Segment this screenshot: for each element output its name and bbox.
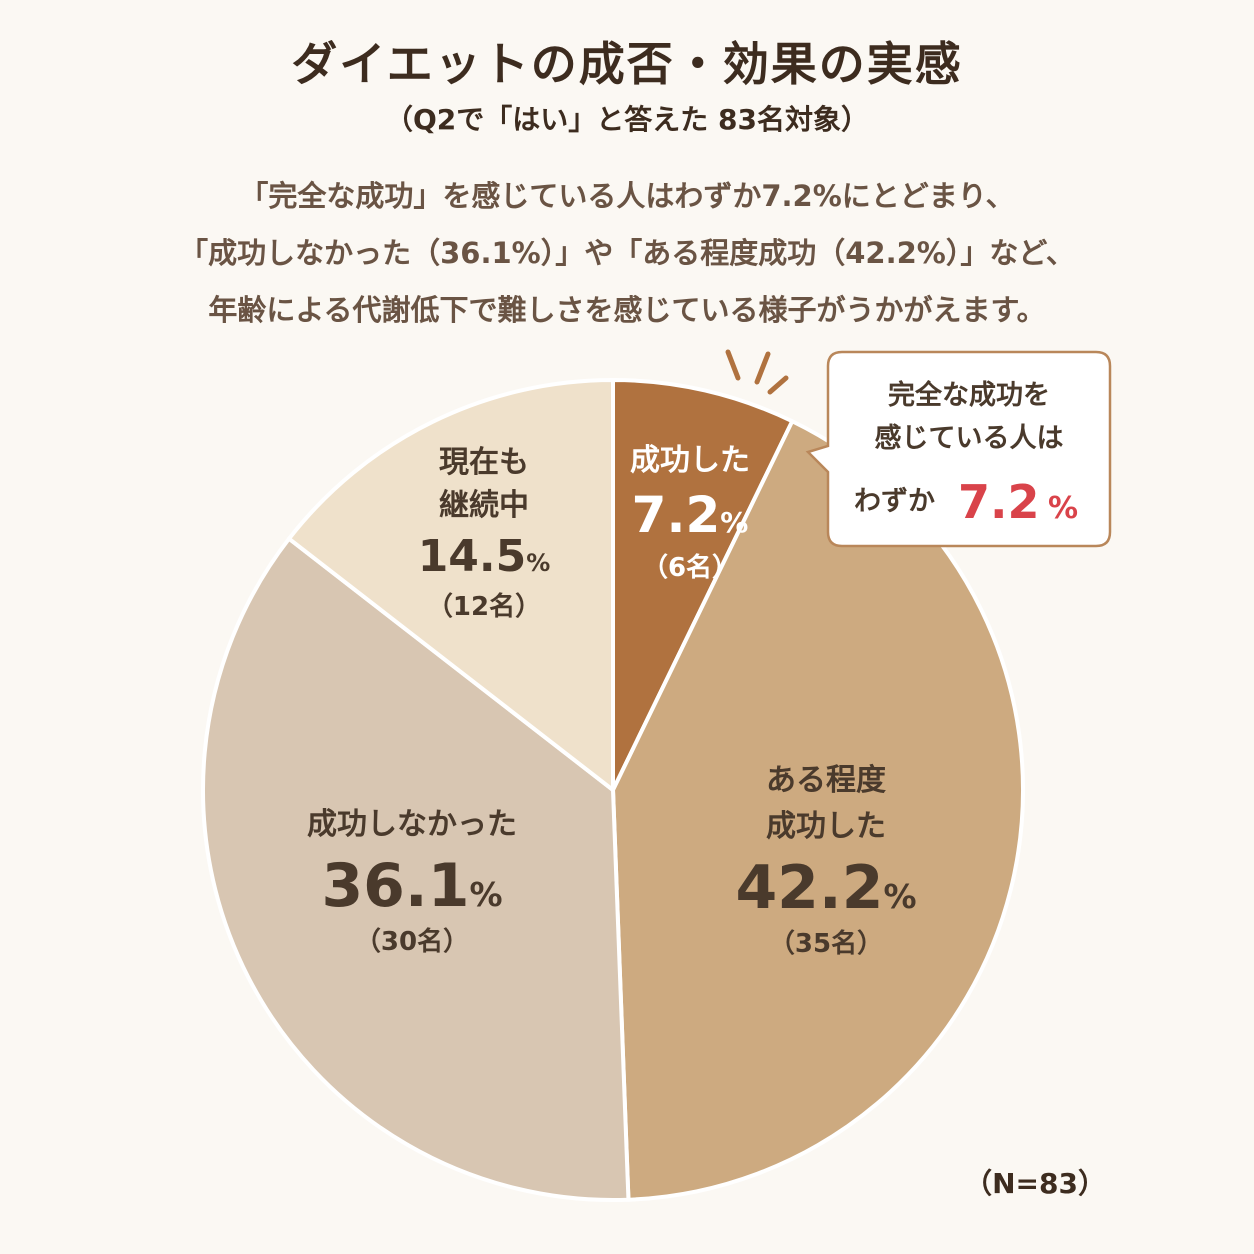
sample-size-note: （N=83）	[964, 1167, 1106, 1200]
pie-slice	[286, 377, 615, 795]
chart-subtitle: （Q2で「はい」と答えた 83名対象）	[385, 103, 869, 136]
callout-line-1: 完全な成功を	[888, 379, 1050, 411]
chart-title: ダイエットの成否・効果の実感	[291, 37, 963, 91]
slice-percent-label: 42.2%	[735, 853, 916, 923]
slice-label: 成功しなかった	[307, 807, 517, 842]
description-line-1: 「完全な成功」を感じている人はわずか7.2%にとどまり、	[239, 179, 1015, 213]
description-line-3: 年齢による代謝低下で難しさを感じている様子がうかがえます。	[208, 293, 1046, 327]
slice-label: 成功した	[766, 809, 886, 844]
slice-percent-label: 7.2%	[632, 486, 749, 544]
emphasis-burst-icon	[725, 349, 789, 395]
pie-slice	[611, 377, 795, 791]
callout-line-2: 感じている人は	[875, 422, 1064, 454]
callout-unit: %	[1048, 491, 1078, 526]
callout-value: 7.2	[958, 475, 1040, 529]
slice-label: 現在も	[439, 445, 529, 480]
slice-label: 継続中	[439, 488, 529, 523]
callout-prefix: わずか	[854, 486, 935, 517]
slice-percent-label: 36.1%	[321, 851, 502, 921]
pie-slices	[201, 377, 1025, 1202]
slice-percent-label: 14.5%	[418, 531, 551, 582]
description: 「完全な成功」を感じている人はわずか7.2%にとどまり、 「成功しなかった（36…	[0, 168, 1254, 339]
slice-count-label: （6名）	[642, 552, 738, 583]
slice-label: 成功した	[630, 443, 750, 478]
pie-labels: 成功した7.2%（6名）ある程度成功した42.2%（35名）成功しなかった36.…	[307, 443, 917, 959]
slice-label: ある程度	[766, 763, 886, 798]
pie-slice	[201, 535, 631, 1202]
callout-bubble: 完全な成功を 感じている人は わずか 7.2 %	[805, 350, 1112, 548]
slice-count-label: （30名）	[355, 926, 469, 957]
description-line-2: 「成功しなかった（36.1%）」や「ある程度成功（42.2%）」など、	[179, 236, 1075, 270]
slice-count-label: （12名）	[427, 591, 541, 622]
slice-count-label: （35名）	[769, 928, 883, 959]
